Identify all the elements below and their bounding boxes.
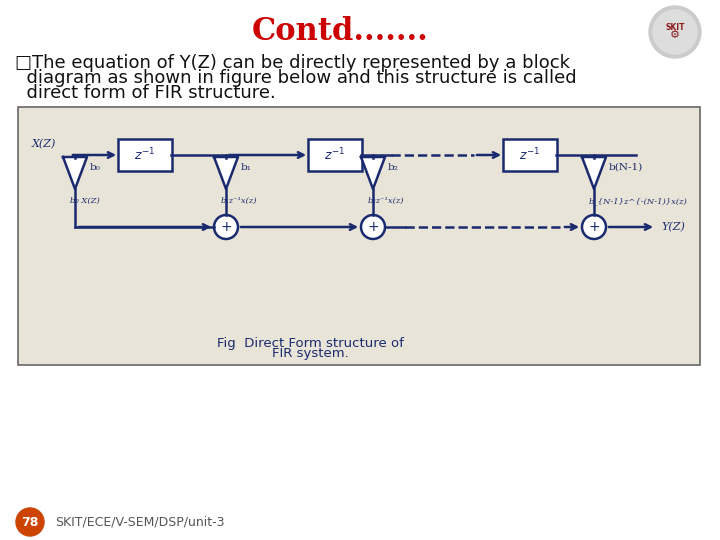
Text: b₂: b₂ bbox=[388, 163, 399, 172]
Text: Fig  Direct Form structure of: Fig Direct Form structure of bbox=[217, 336, 403, 349]
FancyBboxPatch shape bbox=[308, 139, 362, 171]
Text: $z^{-1}$: $z^{-1}$ bbox=[135, 147, 156, 163]
Text: +: + bbox=[367, 220, 379, 234]
FancyBboxPatch shape bbox=[118, 139, 172, 171]
FancyBboxPatch shape bbox=[18, 107, 700, 365]
Text: +: + bbox=[220, 220, 232, 234]
Text: b(N-1): b(N-1) bbox=[609, 163, 643, 172]
Text: diagram as shown in figure below and this structure is called: diagram as shown in figure below and thi… bbox=[15, 69, 577, 87]
Text: 78: 78 bbox=[22, 516, 39, 529]
Polygon shape bbox=[63, 157, 87, 189]
Text: SKIT/ECE/V-SEM/DSP/unit-3: SKIT/ECE/V-SEM/DSP/unit-3 bbox=[55, 516, 225, 529]
Text: +: + bbox=[588, 220, 600, 234]
Circle shape bbox=[582, 215, 606, 239]
Text: b₀ X(Z): b₀ X(Z) bbox=[70, 197, 100, 205]
Text: Contd.......: Contd....... bbox=[251, 17, 428, 48]
Circle shape bbox=[16, 508, 44, 536]
Text: b₁z⁻¹x(z): b₁z⁻¹x(z) bbox=[221, 197, 258, 205]
Text: X(Z): X(Z) bbox=[32, 139, 56, 149]
Text: □The equation of Y(Z) can be directly represented by a block: □The equation of Y(Z) can be directly re… bbox=[15, 54, 570, 72]
Text: b₂z⁻¹x(z): b₂z⁻¹x(z) bbox=[368, 197, 405, 205]
Text: b₁: b₁ bbox=[241, 163, 252, 172]
Text: b₀: b₀ bbox=[90, 163, 101, 172]
Polygon shape bbox=[361, 157, 385, 189]
FancyBboxPatch shape bbox=[503, 139, 557, 171]
Text: b_{N-1}z^{-(N-1)}x(z): b_{N-1}z^{-(N-1)}x(z) bbox=[589, 197, 688, 205]
Text: FIR system.: FIR system. bbox=[271, 348, 348, 361]
Text: direct form of FIR structure.: direct form of FIR structure. bbox=[15, 84, 276, 102]
Polygon shape bbox=[214, 157, 238, 189]
Circle shape bbox=[361, 215, 385, 239]
Circle shape bbox=[653, 10, 697, 54]
Text: $z^{-1}$: $z^{-1}$ bbox=[519, 147, 541, 163]
Circle shape bbox=[649, 6, 701, 58]
Text: ⚙: ⚙ bbox=[670, 30, 680, 40]
Polygon shape bbox=[582, 157, 606, 189]
Text: Y(Z): Y(Z) bbox=[661, 222, 685, 232]
Text: SKIT: SKIT bbox=[665, 24, 685, 32]
Text: $z^{-1}$: $z^{-1}$ bbox=[325, 147, 346, 163]
Circle shape bbox=[214, 215, 238, 239]
